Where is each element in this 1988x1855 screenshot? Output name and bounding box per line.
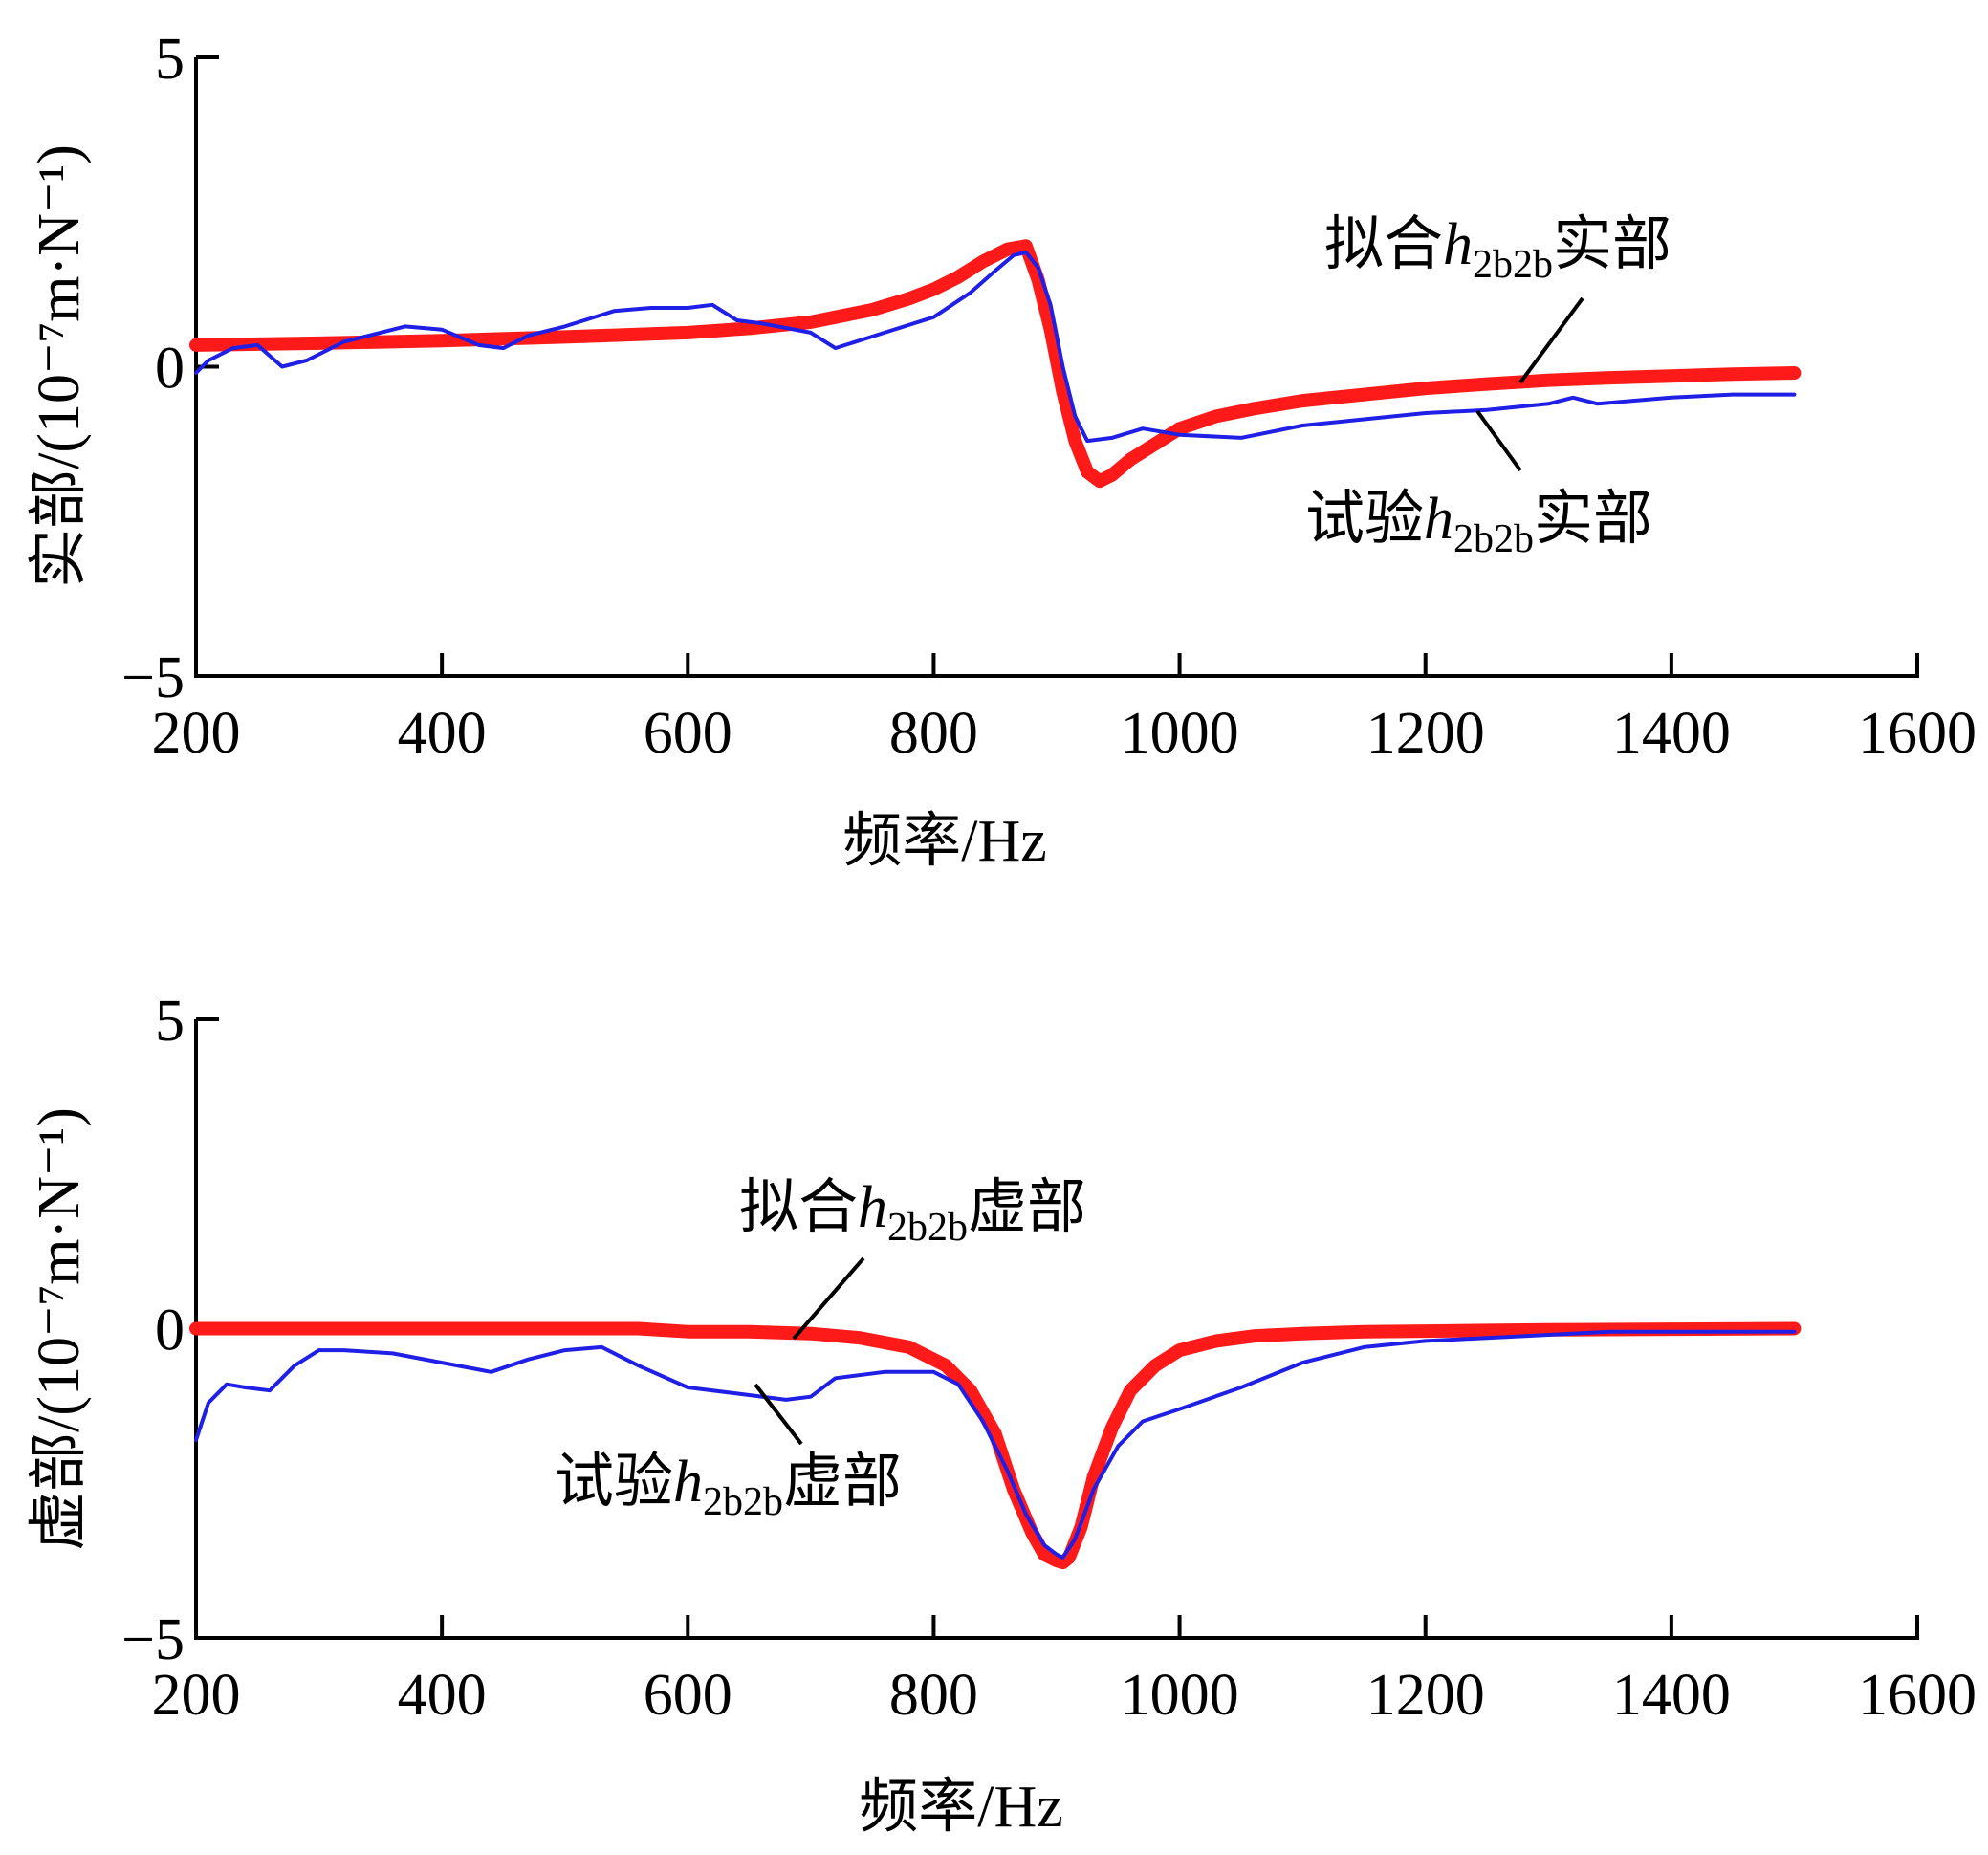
y-tick-label: 0	[155, 1298, 185, 1364]
x-tick-label: 1000	[1121, 701, 1239, 766]
series-layer	[189, 1321, 1802, 1570]
y-axis-title: 虚部/(10⁻⁷m·N⁻¹)	[27, 1107, 92, 1551]
x-tick-label: 600	[644, 1663, 732, 1728]
real-part-chart: 200 400 600 800 1000 1200 1400 1600 50−5 频率/Hz …	[27, 27, 1977, 874]
annotation-fit-leader	[792, 1256, 865, 1341]
test-series-line	[194, 1329, 1797, 1560]
annotation-fit-leader	[1518, 296, 1584, 384]
x-axis-title: 频率/Hz	[842, 809, 1047, 874]
fit-series-line	[189, 239, 1802, 489]
y-tick-label: −5	[121, 645, 185, 710]
x-tick-label: 1200	[1366, 1663, 1485, 1728]
x-tick-label: 400	[398, 701, 487, 766]
x-tick-labels: 200 400 600 800 1000 1200 1400 1600	[152, 701, 1977, 766]
x-tick-label: 1400	[1612, 1663, 1731, 1728]
x-tick-label: 600	[644, 701, 732, 766]
imaginary-part-chart: 200 400 600 800 1000 1200 1400 1600 50−5 频率/Hz …	[27, 989, 1977, 1840]
x-tick-label: 200	[152, 701, 241, 766]
x-tick-label: 1000	[1121, 1663, 1239, 1728]
x-tick-labels: 200 400 600 800 1000 1200 1400 1600	[152, 1663, 1977, 1728]
y-tick-label: 5	[155, 27, 185, 92]
x-tick-label: 1600	[1858, 701, 1977, 766]
annotation-fit: 拟合h2b2b虚部	[739, 1175, 1086, 1250]
annotation-test-leader	[754, 1383, 803, 1446]
x-tick-label: 1600	[1858, 1663, 1977, 1728]
y-tick-label: −5	[121, 1607, 185, 1672]
annotation-test: 试验h2b2b虚部	[555, 1450, 902, 1524]
test-series-line	[194, 250, 1797, 444]
annotation-test-leader	[1475, 409, 1522, 472]
x-axis-title: 频率/Hz	[859, 1775, 1063, 1840]
fit-series-line	[189, 1321, 1802, 1570]
y-tick-label: 5	[155, 989, 185, 1054]
x-tick-label: 800	[889, 701, 978, 766]
y-tick-label: 0	[155, 337, 185, 402]
y-tick-labels: 5 0 −5	[121, 989, 185, 1672]
x-tick-label: 1200	[1366, 701, 1485, 766]
x-tick-label: 200	[152, 1663, 241, 1728]
y-tick-labels: 5 0 −5	[121, 27, 185, 710]
annotation-fit: 拟合h2b2b实部	[1324, 212, 1671, 287]
tick-marks	[194, 1017, 1919, 1640]
x-tick-label: 800	[889, 1663, 978, 1728]
series-layer	[189, 239, 1802, 489]
y-axis-title: 实部/(10⁻⁷m·N⁻¹)	[27, 144, 92, 588]
x-tick-label: 400	[398, 1663, 487, 1728]
x-tick-label: 1400	[1612, 701, 1731, 766]
annotation-test: 试验h2b2b实部	[1305, 487, 1652, 561]
